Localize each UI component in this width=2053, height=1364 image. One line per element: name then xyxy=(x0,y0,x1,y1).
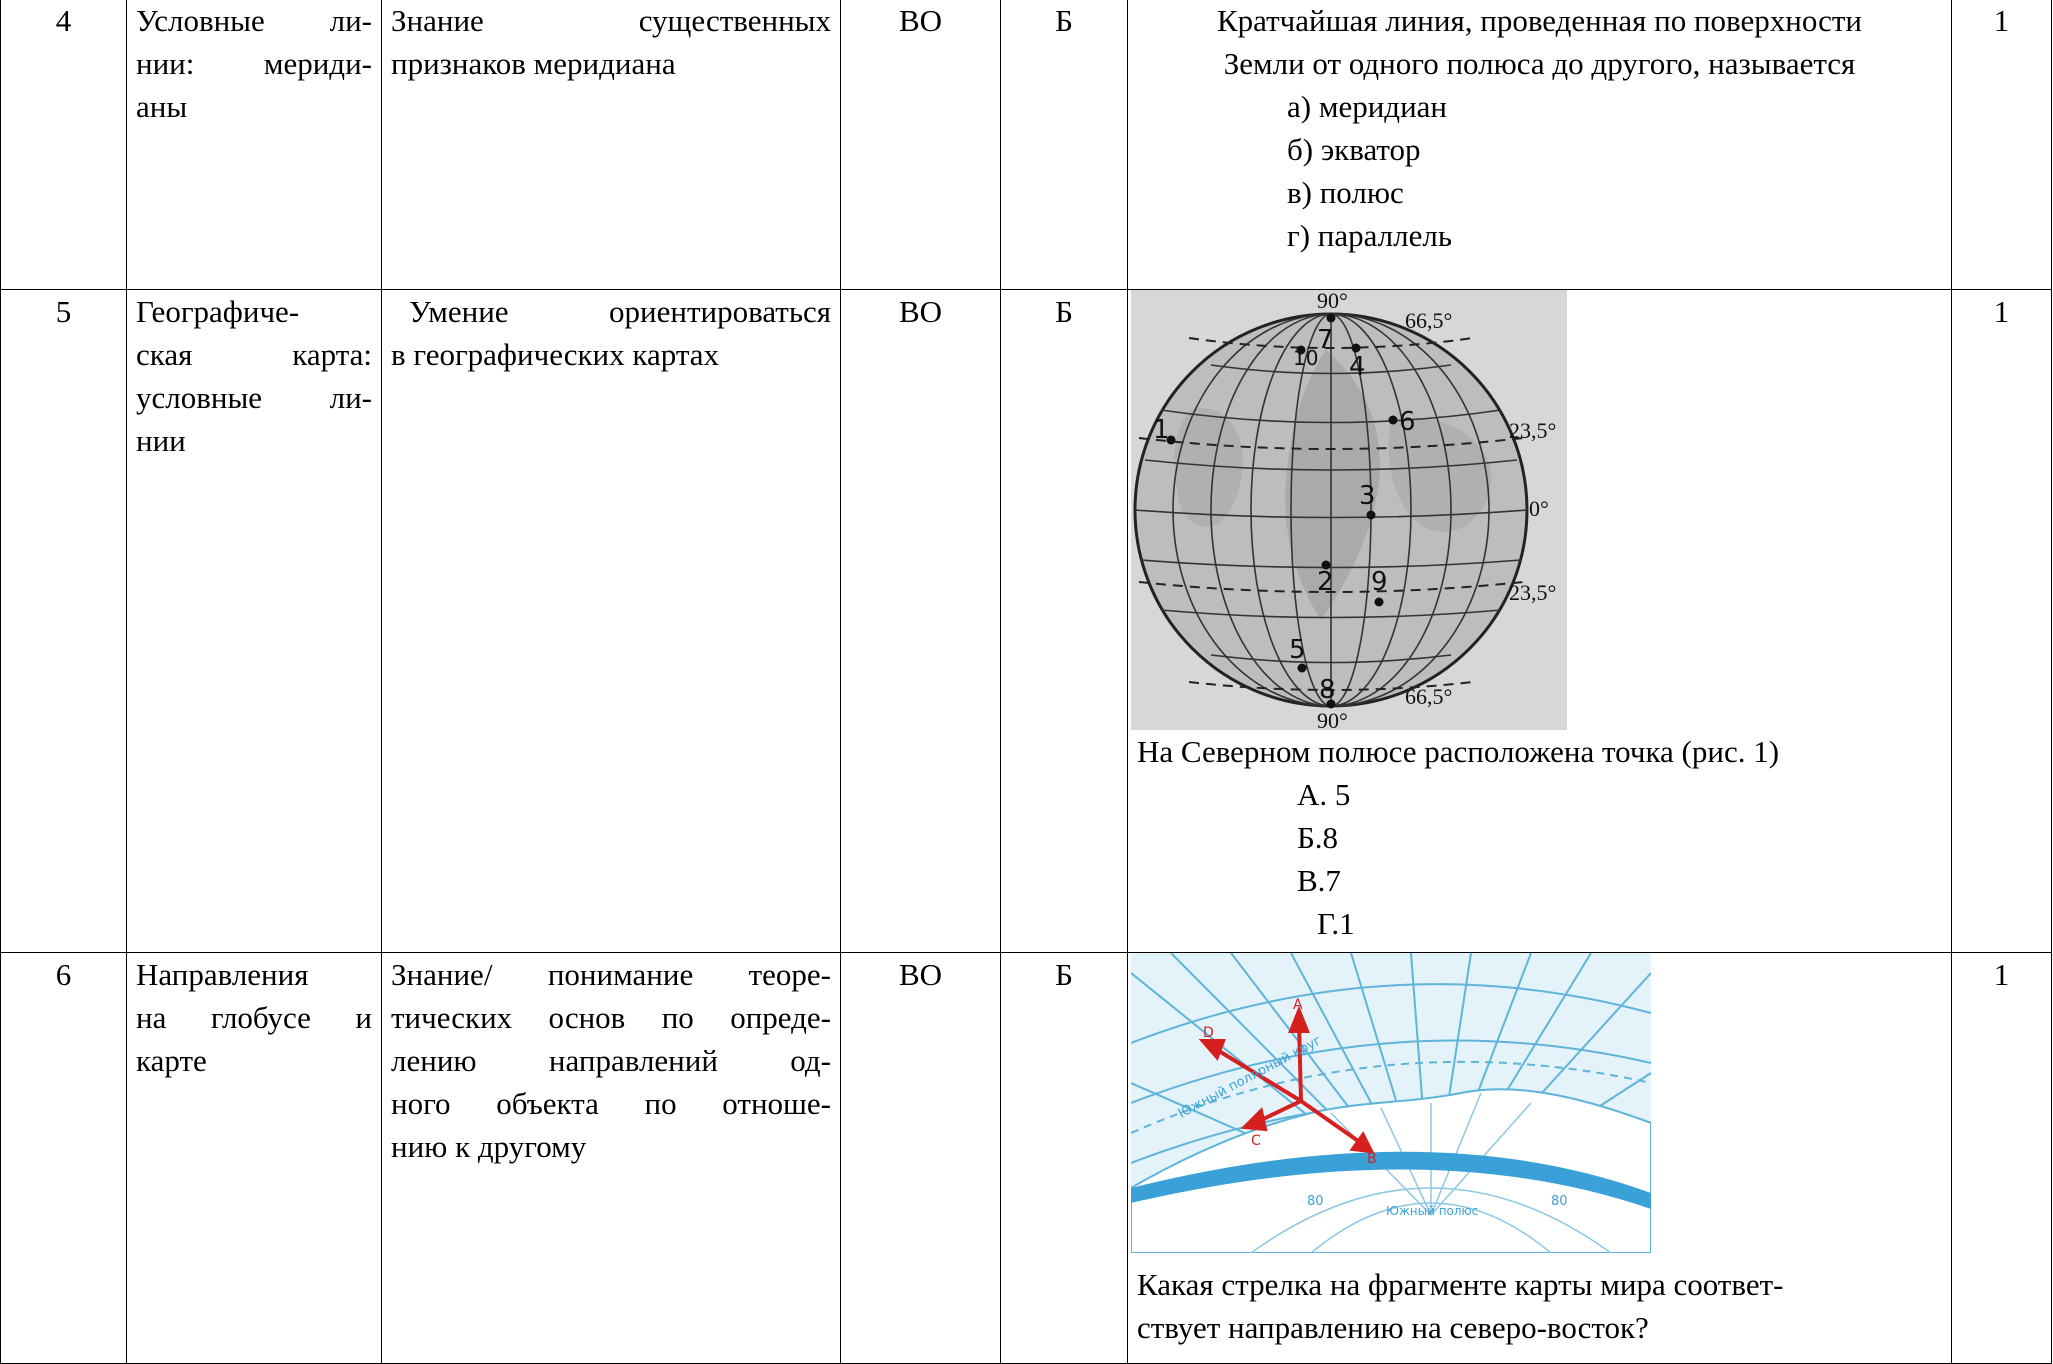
answer-option: б) экватор xyxy=(1287,132,1421,167)
table-row: 6 Направления на глобусе и карте Знание/… xyxy=(0,952,2052,1364)
topic-line: нии xyxy=(136,423,186,458)
level-cell: ВО xyxy=(840,952,1001,1364)
topic-line: карте xyxy=(136,1043,207,1078)
topic-cell: Географиче- ская карта: условные ли- нии xyxy=(126,289,382,953)
question-line: ствует направлению на северо-восток? xyxy=(1137,1310,1649,1345)
latitude-labels: 90° 66,5° 23,5° 0° 23,5° 66,5° 90° xyxy=(1317,290,1556,734)
polar-circle xyxy=(1130,1060,1652,1134)
skill-line: Умение ориентироваться xyxy=(409,294,831,329)
meridian-label: 80 xyxy=(1551,1194,1568,1209)
lat-label: 23,5° xyxy=(1509,580,1556,605)
question-line: Кратчайшая линия, проведенная по поверхн… xyxy=(1216,3,1863,38)
point-label: 8 xyxy=(1319,675,1336,705)
topic-line: Географиче- xyxy=(136,294,300,329)
skill-line: тических основ по опреде- xyxy=(391,1000,831,1035)
globe-figure-svg: 7 10 4 1 6 3 2 9 5 8 90° 66,5° 23, xyxy=(1131,290,1567,734)
topic-line: Направления xyxy=(136,957,309,992)
meridian-label: 80 xyxy=(1307,1194,1324,1209)
task-cell: A B C D Южный полярный круг Южный полюс … xyxy=(1127,952,1952,1364)
skill-line: лению направлений од- xyxy=(391,1043,831,1078)
arrow-labels: A B C D xyxy=(1203,997,1377,1167)
point-label: 1 xyxy=(1153,415,1170,445)
question-line: Какая стрелка на фрагменте карты мира со… xyxy=(1137,1267,1784,1302)
answer-option: г) параллель xyxy=(1287,218,1452,253)
direction-arrows xyxy=(1198,1005,1375,1154)
answer-option: Б.8 xyxy=(1297,820,1339,855)
point-label: 6 xyxy=(1399,407,1416,437)
pole-label: Южный полюс xyxy=(1386,1204,1478,1218)
map-fragment-svg: A B C D Южный полярный круг Южный полюс … xyxy=(1130,953,1652,1254)
lat-label: 0° xyxy=(1529,496,1549,521)
answer-option: В.7 xyxy=(1297,863,1341,898)
answer-option: а) меридиан xyxy=(1287,89,1448,124)
lat-label: 90° xyxy=(1317,708,1348,730)
score-cell: 1 xyxy=(1951,289,2052,953)
topic-line: ская карта: xyxy=(136,337,372,372)
type-cell: Б xyxy=(1000,289,1128,953)
skill-cell: Знание существенных признаков меридиана xyxy=(381,0,841,290)
table-row: 5 Географиче- ская карта: условные ли- н… xyxy=(0,289,2052,953)
skill-line: Знание/ понимание теоре- xyxy=(391,957,831,992)
arrow-label: B xyxy=(1367,1151,1377,1167)
answer-option: А. 5 xyxy=(1297,777,1351,812)
answer-option: в) полюс xyxy=(1287,175,1404,210)
arrow-label: D xyxy=(1203,1025,1214,1041)
lat-label: 23,5° xyxy=(1509,418,1556,443)
topic-line: на глобусе и xyxy=(136,1000,372,1035)
answer-option: Г.1 xyxy=(1317,906,1355,941)
arrow-label: A xyxy=(1293,997,1303,1013)
skill-line: признаков меридиана xyxy=(391,46,676,81)
topic-cell: Условные ли- нии: мериди- аны xyxy=(126,0,382,290)
lat-label: 66,5° xyxy=(1405,684,1452,709)
level-cell: ВО xyxy=(840,289,1001,953)
point-labels: 7 10 4 1 6 3 2 9 5 8 xyxy=(1153,325,1416,705)
map-points xyxy=(1166,313,1398,709)
map-band xyxy=(1131,1151,1651,1209)
level-cell: ВО xyxy=(840,0,1001,290)
point-label: 5 xyxy=(1289,635,1306,665)
parallel-lines xyxy=(1134,364,1528,664)
topic-line: Условные ли- xyxy=(136,3,372,38)
skill-line: в географических картах xyxy=(391,337,720,372)
topic-line: нии: мериди- xyxy=(136,46,372,81)
point-label: 7 xyxy=(1317,325,1334,355)
row-number: 4 xyxy=(0,0,127,290)
topic-line: аны xyxy=(136,89,188,124)
point-label: 2 xyxy=(1317,567,1334,597)
land-mass xyxy=(1174,408,1243,527)
map-fragment-figure: A B C D Южный полярный круг Южный полюс … xyxy=(1130,953,1652,1254)
point-label: 9 xyxy=(1371,567,1388,597)
point-label: 10 xyxy=(1293,346,1318,370)
meridian-label: 70 xyxy=(1191,1174,1208,1189)
point-label: 4 xyxy=(1349,352,1366,382)
tropic-lines xyxy=(1138,337,1524,691)
task-cell: Кратчайшая линия, проведенная по поверхн… xyxy=(1127,0,1952,290)
skill-line: ного объекта по отноше- xyxy=(391,1086,831,1121)
land-mass xyxy=(1285,350,1380,620)
type-cell: Б xyxy=(1000,0,1128,290)
topic-line: условные ли- xyxy=(136,380,372,415)
globe-figure: 7 10 4 1 6 3 2 9 5 8 90° 66,5° 23, xyxy=(1131,290,1567,734)
point-label: 3 xyxy=(1359,481,1376,511)
skill-line: Знание существенных xyxy=(391,3,831,38)
table-row: 4 Условные ли- нии: мериди- аны Знание с… xyxy=(0,0,2052,290)
type-cell: Б xyxy=(1000,952,1128,1364)
question-line: Земли от одного полюса до другого, назыв… xyxy=(1223,46,1856,81)
lat-label: 66,5° xyxy=(1405,308,1452,333)
arrow-label: C xyxy=(1251,1133,1261,1149)
score-cell: 1 xyxy=(1951,952,2052,1364)
skill-line: нию к другому xyxy=(391,1129,587,1164)
score-cell: 1 xyxy=(1951,0,2052,290)
lat-label: 90° xyxy=(1317,290,1348,313)
question-text: На Северном полюсе расположена точка (ри… xyxy=(1137,734,1780,769)
task-cell: 7 10 4 1 6 3 2 9 5 8 90° 66,5° 23, xyxy=(1127,289,1952,953)
row-number: 6 xyxy=(0,952,127,1364)
skill-cell: Умение ориентироваться в географических … xyxy=(381,289,841,953)
row-number: 5 xyxy=(0,289,127,953)
topic-cell: Направления на глобусе и карте xyxy=(126,952,382,1364)
skill-cell: Знание/ понимание теоре- тических основ … xyxy=(381,952,841,1364)
